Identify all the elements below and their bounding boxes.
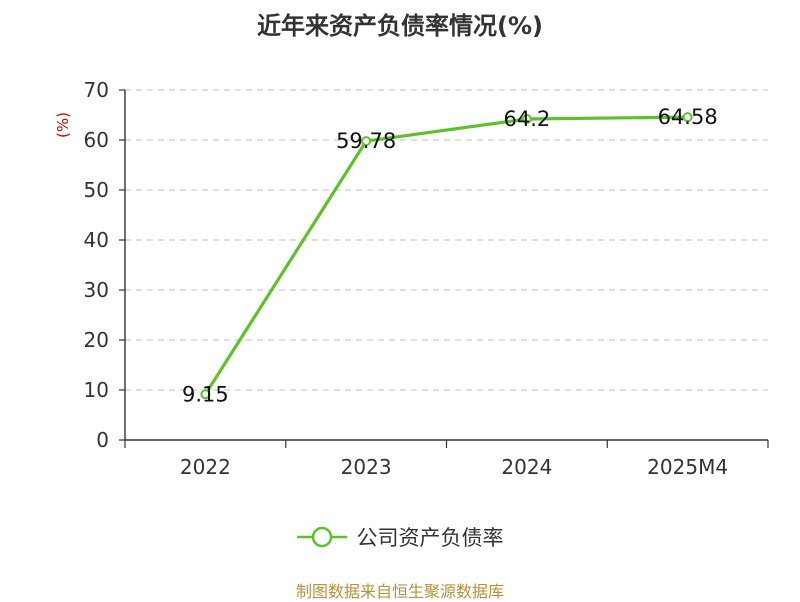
labels-layer: 9.15 59.78 64.2 64.58	[182, 105, 718, 406]
y-tick-label: 20	[84, 328, 109, 352]
y-tick-label: 30	[84, 278, 109, 302]
x-tick-label: 2023	[341, 455, 392, 479]
data-point	[682, 112, 693, 123]
axes: 0 10 20 30 40 50 60 70 (%) 2022 2023 2024 2025M4	[54, 78, 769, 479]
y-axis-label: (%)	[54, 112, 72, 138]
y-tick-label: 70	[84, 78, 109, 102]
series-line	[204, 115, 688, 396]
x-tick-label: 2024	[501, 455, 552, 479]
legend[interactable]: 公司资产负债率	[0, 522, 800, 552]
x-tick-label: 2025M4	[647, 455, 728, 479]
y-tick-label: 60	[84, 128, 109, 152]
series-layer	[200, 112, 693, 400]
x-tick-label: 2022	[180, 455, 231, 479]
data-point	[361, 136, 372, 147]
gridlines	[125, 89, 768, 391]
source-note: 制图数据来自恒生聚源数据库	[295, 582, 504, 601]
data-label: 9.15	[182, 382, 229, 406]
chart-title: 近年来资产负债率情况(%)	[257, 12, 543, 40]
data-label: 64.58	[658, 105, 718, 129]
data-label: 59.78	[336, 129, 396, 153]
y-tick-label: 50	[84, 178, 109, 202]
data-point	[200, 389, 211, 400]
data-label: 64.2	[503, 107, 550, 131]
legend-label: 公司资产负债率	[356, 526, 504, 550]
legend-line-marker-icon	[296, 526, 347, 548]
y-tick-label: 40	[84, 228, 109, 252]
y-tick-label: 10	[84, 378, 109, 402]
y-tick-label: 0	[96, 428, 109, 452]
data-point	[521, 114, 532, 124]
